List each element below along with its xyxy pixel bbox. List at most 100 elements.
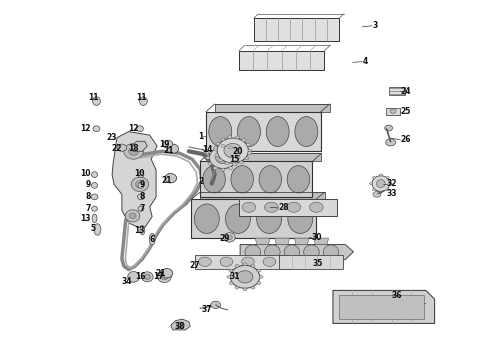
Text: 6: 6 (149, 235, 155, 244)
Ellipse shape (257, 282, 261, 284)
Text: 26: 26 (400, 135, 411, 144)
Ellipse shape (209, 117, 232, 147)
Ellipse shape (376, 180, 385, 188)
Text: 10: 10 (80, 170, 91, 179)
Text: 38: 38 (174, 322, 185, 331)
Text: 19: 19 (159, 140, 169, 149)
Ellipse shape (223, 233, 235, 242)
Ellipse shape (125, 210, 140, 222)
Text: 8: 8 (140, 192, 145, 201)
Bar (200, 192, 325, 199)
Ellipse shape (138, 194, 145, 200)
Bar (386, 108, 400, 115)
Ellipse shape (219, 159, 222, 162)
Ellipse shape (217, 138, 248, 163)
Text: 21: 21 (161, 176, 172, 185)
Ellipse shape (93, 126, 100, 132)
Text: 30: 30 (312, 233, 322, 242)
Ellipse shape (158, 271, 171, 283)
Ellipse shape (92, 206, 98, 211)
Ellipse shape (259, 275, 263, 278)
Ellipse shape (163, 140, 172, 148)
Ellipse shape (138, 172, 144, 177)
Ellipse shape (295, 117, 318, 147)
Ellipse shape (94, 224, 101, 235)
Text: 12: 12 (128, 123, 139, 132)
Ellipse shape (284, 245, 300, 259)
Ellipse shape (214, 167, 218, 170)
Ellipse shape (251, 286, 255, 289)
Polygon shape (255, 238, 270, 244)
Ellipse shape (124, 143, 144, 159)
Ellipse shape (92, 172, 98, 177)
Ellipse shape (235, 286, 239, 289)
Ellipse shape (225, 204, 250, 233)
Bar (200, 161, 313, 197)
Bar (239, 199, 337, 216)
Text: 8: 8 (86, 192, 91, 201)
Text: 33: 33 (387, 189, 397, 198)
Polygon shape (240, 244, 353, 260)
Ellipse shape (234, 150, 238, 153)
Ellipse shape (235, 265, 239, 267)
Ellipse shape (242, 139, 245, 141)
Ellipse shape (234, 162, 238, 165)
Text: 12: 12 (80, 123, 91, 132)
Ellipse shape (386, 189, 389, 191)
Bar (339, 295, 424, 319)
Ellipse shape (117, 144, 127, 151)
Polygon shape (333, 291, 435, 323)
Ellipse shape (237, 271, 253, 283)
Ellipse shape (145, 274, 150, 279)
Ellipse shape (228, 136, 232, 139)
Polygon shape (275, 238, 290, 244)
Ellipse shape (310, 202, 323, 212)
Ellipse shape (137, 126, 144, 132)
Text: 20: 20 (233, 147, 243, 156)
Text: 11: 11 (136, 93, 147, 102)
Ellipse shape (242, 257, 254, 266)
Text: 9: 9 (140, 180, 145, 189)
Ellipse shape (136, 181, 145, 188)
Ellipse shape (248, 149, 252, 152)
Ellipse shape (214, 146, 218, 149)
Polygon shape (255, 260, 270, 266)
Text: 11: 11 (88, 93, 98, 102)
Ellipse shape (251, 265, 255, 267)
Polygon shape (314, 260, 329, 266)
Ellipse shape (220, 257, 233, 266)
Ellipse shape (287, 202, 301, 212)
Ellipse shape (265, 202, 278, 212)
Ellipse shape (161, 274, 168, 280)
Bar (279, 255, 343, 269)
Ellipse shape (216, 152, 230, 163)
Ellipse shape (304, 245, 319, 259)
Ellipse shape (229, 146, 233, 149)
Ellipse shape (221, 144, 225, 147)
Polygon shape (132, 141, 147, 151)
Text: 32: 32 (387, 179, 397, 188)
Ellipse shape (230, 265, 260, 288)
Text: 24: 24 (400, 86, 411, 95)
Ellipse shape (229, 282, 233, 284)
Ellipse shape (176, 322, 184, 328)
Ellipse shape (386, 139, 395, 146)
Ellipse shape (231, 166, 253, 193)
Text: 9: 9 (86, 180, 91, 189)
Ellipse shape (389, 183, 392, 185)
Text: 17: 17 (153, 271, 163, 280)
Ellipse shape (245, 157, 249, 160)
Ellipse shape (259, 166, 282, 193)
Ellipse shape (208, 162, 212, 165)
Ellipse shape (379, 174, 382, 176)
Ellipse shape (140, 226, 145, 235)
Ellipse shape (216, 142, 220, 145)
Ellipse shape (257, 204, 282, 233)
Ellipse shape (266, 117, 289, 147)
Ellipse shape (165, 174, 176, 183)
Text: 21: 21 (155, 269, 166, 278)
Ellipse shape (323, 245, 339, 259)
Bar (195, 255, 291, 269)
Text: 14: 14 (202, 145, 213, 154)
Text: 34: 34 (121, 276, 132, 285)
